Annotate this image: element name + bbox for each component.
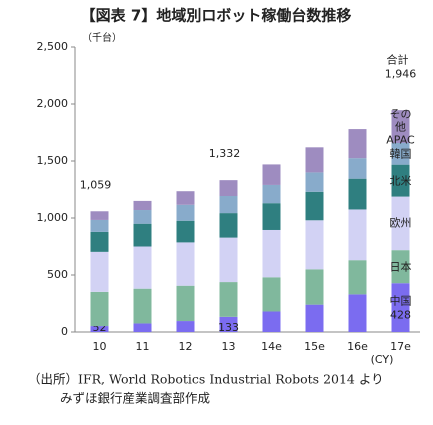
bar-segment <box>391 164 410 197</box>
bar-segment <box>133 323 152 332</box>
bar-segment <box>176 220 195 243</box>
bar-segment <box>262 164 281 185</box>
bar-segment <box>219 237 238 283</box>
bar-segment <box>348 129 367 159</box>
bar-segment <box>176 321 195 332</box>
bar-segment <box>348 158 367 179</box>
x-tick-label: 13 <box>222 340 236 353</box>
bar-segment <box>391 250 410 284</box>
total-label: 1,332 <box>209 147 241 160</box>
bar-segment <box>219 213 238 238</box>
bar-segment <box>133 210 152 224</box>
legend-label: 北米 <box>389 174 412 188</box>
x-tick-label: 12 <box>179 340 193 353</box>
bar-segment <box>348 209 367 261</box>
bar-segment <box>305 220 324 270</box>
data-label: 428 <box>390 308 411 322</box>
y-unit: （千台） <box>82 31 122 44</box>
x-unit: (CY) <box>371 353 394 366</box>
bar-segment <box>90 251 109 292</box>
bar-segment <box>219 180 238 196</box>
y-tick-label: 500 <box>47 268 68 281</box>
y-tick-label: 1,000 <box>37 211 69 224</box>
bar-segment <box>348 294 367 332</box>
bar-segment <box>90 326 109 332</box>
bar-segment <box>262 277 281 312</box>
bar-segment <box>391 196 410 251</box>
legend-label: 韓国 <box>389 147 412 161</box>
legend-label: その他 APAC <box>386 107 415 147</box>
bar-segment <box>348 260 367 295</box>
bar-segment <box>305 304 324 332</box>
bar-segment <box>348 178 367 210</box>
legend-label: 合計 <box>386 53 409 67</box>
bar-segment <box>90 211 109 220</box>
bar-segment <box>262 184 281 204</box>
bar-segment <box>176 191 195 205</box>
bar-segment <box>133 288 152 324</box>
bar-segment <box>391 283 410 332</box>
legend-label: 欧州 <box>389 216 412 230</box>
x-tick-label: 17e <box>390 340 411 353</box>
y-tick-label: 0 <box>61 325 68 338</box>
bar-segment <box>90 231 109 252</box>
bar-segment <box>219 282 238 317</box>
legend-label: 中国 <box>389 294 412 308</box>
x-tick-label: 10 <box>93 340 107 353</box>
source-line: （出所）IFR, World Robotics Industrial Robot… <box>28 372 384 387</box>
bar-segment <box>176 285 195 322</box>
bar-segment <box>133 246 152 289</box>
x-tick-label: 11 <box>136 340 150 353</box>
bar-segment <box>262 203 281 230</box>
bar-segment <box>176 242 195 286</box>
bar-segment <box>219 316 238 332</box>
bar-segment <box>90 219 109 232</box>
legend-label: 日本 <box>389 260 412 274</box>
y-tick-label: 2,000 <box>37 97 69 110</box>
bar-segment <box>262 229 281 278</box>
y-tick-label: 1,500 <box>37 154 69 167</box>
bar-segment <box>133 223 152 247</box>
source-line: みずほ銀行産業調査部作成 <box>60 391 210 406</box>
bar-segment <box>391 142 410 165</box>
bar-segment <box>90 291 109 327</box>
data-label: 133 <box>218 321 239 334</box>
total-label: 1,946 <box>384 67 417 81</box>
x-tick-label: 15e <box>304 340 325 353</box>
y-tick-label: 2,500 <box>37 40 69 53</box>
bar-segment <box>262 311 281 332</box>
x-tick-label: 14e <box>261 340 282 353</box>
bar-segment <box>176 204 195 221</box>
bar-segment <box>305 172 324 192</box>
total-label: 1,059 <box>80 178 112 191</box>
bar-segment <box>219 195 238 214</box>
chart-title: 【図表 7】地域別ロボット稼働台数推移 <box>81 7 352 25</box>
bar-segment <box>305 191 324 221</box>
bar-segment <box>305 269 324 305</box>
bar-segment <box>391 110 410 143</box>
bar-segment <box>305 147 324 173</box>
x-tick-label: 16e <box>347 340 368 353</box>
bar-segment <box>133 200 152 211</box>
